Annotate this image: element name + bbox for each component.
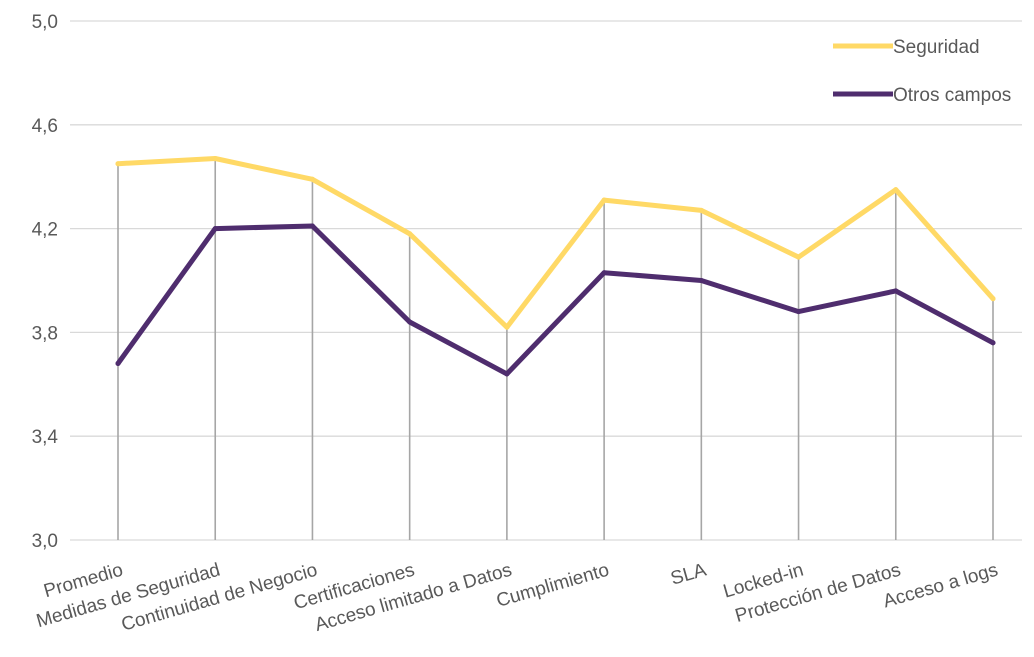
gridlines <box>70 20 1022 541</box>
series-lines <box>115 156 996 377</box>
data-point <box>698 278 704 283</box>
data-point <box>115 161 121 167</box>
data-point <box>796 309 802 315</box>
legend: Seguridad Otros campos <box>833 37 1011 106</box>
y-axis-ticks: 3,0 3,4 3,8 4,2 4,6 5,0 <box>32 12 59 552</box>
y-tick-label: 3,4 <box>32 427 59 448</box>
data-point <box>698 207 704 213</box>
legend-label: Seguridad <box>893 37 980 58</box>
y-tick-label: 4,2 <box>32 220 58 241</box>
data-point <box>407 319 413 325</box>
data-point <box>796 254 802 260</box>
data-point <box>893 288 899 294</box>
data-point <box>504 324 510 330</box>
x-tick-label: SLA <box>668 560 709 590</box>
data-point <box>309 176 315 182</box>
data-point <box>601 197 607 203</box>
data-point <box>990 340 996 346</box>
series-line-1 <box>115 223 996 377</box>
y-tick-label: 3,0 <box>32 531 58 552</box>
x-tick-label: Cumplimiento <box>494 560 611 612</box>
drop-lines <box>117 158 994 540</box>
series-line-0 <box>115 156 996 330</box>
data-point <box>504 371 510 377</box>
data-point <box>601 270 607 276</box>
data-point <box>990 296 996 302</box>
data-point <box>893 187 899 193</box>
y-tick-label: 3,8 <box>32 323 58 344</box>
data-point <box>407 231 413 237</box>
y-tick-label: 5,0 <box>32 12 58 33</box>
data-point <box>309 223 315 229</box>
data-point <box>115 361 121 367</box>
y-tick-label: 4,6 <box>32 116 58 137</box>
legend-label: Otros campos <box>893 85 1011 106</box>
data-point <box>212 226 218 232</box>
data-point <box>212 156 218 162</box>
